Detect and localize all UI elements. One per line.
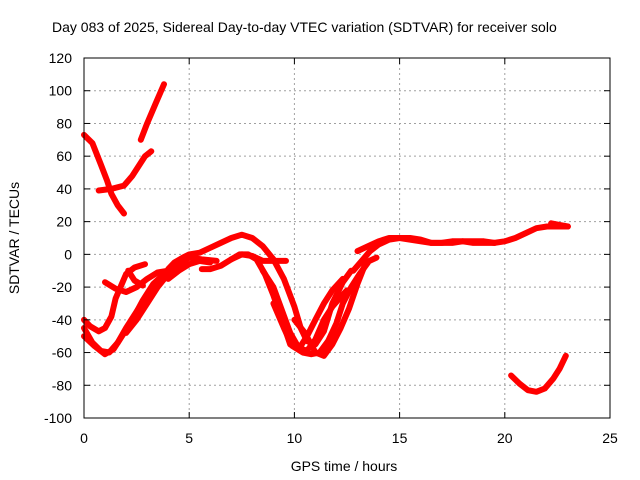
y-tick-label: -40 xyxy=(52,312,72,328)
x-tick-label: 10 xyxy=(287,430,303,446)
x-tick-label: 0 xyxy=(80,430,88,446)
series-arc-20 xyxy=(508,352,569,395)
y-tick-label: 60 xyxy=(56,148,72,164)
series-arc-11 xyxy=(165,257,214,282)
x-axis-label: GPS time / hours xyxy=(291,458,398,474)
y-tick-label: 120 xyxy=(49,50,73,66)
y-tick-label: -60 xyxy=(52,345,72,361)
series-arc-3 xyxy=(137,81,167,143)
x-tick-label: 5 xyxy=(185,430,193,446)
series-arc-1 xyxy=(81,131,127,217)
y-tick-label: -100 xyxy=(44,410,72,426)
y-tick-label: -20 xyxy=(52,279,72,295)
series-arc-7 xyxy=(102,267,172,295)
chart-title: Day 083 of 2025, Sidereal Day-to-day VTE… xyxy=(52,19,557,35)
series-arc-19 xyxy=(548,220,571,230)
series-arc-6 xyxy=(81,271,167,358)
series-arc-2 xyxy=(95,148,155,194)
y-tick-label: 40 xyxy=(56,181,72,197)
y-tick-label: 20 xyxy=(56,214,72,230)
x-tick-label: 20 xyxy=(497,430,513,446)
tick-label-layer: 0 5 10 15 20 25 -100 -80 -60 -40 -20 0 20 40 60 80 100 12… xyxy=(44,50,618,446)
y-axis-label: SDTVAR / TECUs xyxy=(6,182,22,294)
x-tick-label: 15 xyxy=(392,430,408,446)
series-layer xyxy=(81,81,571,395)
series-arc-10 xyxy=(165,231,355,348)
tick-layer xyxy=(83,57,611,419)
series-arc-16 xyxy=(291,254,380,359)
y-tick-label: 100 xyxy=(49,83,73,99)
series-arc-13 xyxy=(228,251,289,264)
y-tick-label: 0 xyxy=(64,246,72,262)
y-tick-label: -80 xyxy=(52,377,72,393)
series-arc-15 xyxy=(270,259,371,358)
series-arc-9 xyxy=(125,267,146,289)
plot-frame xyxy=(83,57,611,419)
y-tick-label: 80 xyxy=(56,115,72,131)
x-tick-label: 25 xyxy=(602,430,618,446)
series-arc-18 xyxy=(354,235,498,255)
